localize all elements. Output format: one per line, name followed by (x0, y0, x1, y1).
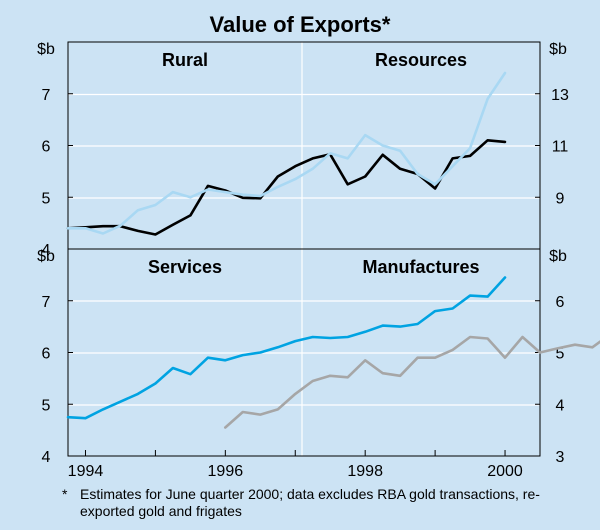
y-tick-label-rural: 7 (42, 87, 51, 104)
y-tick-label-services: 5 (42, 397, 51, 414)
x-tick-label: 1996 (208, 463, 244, 480)
series-line-rural (66, 139, 507, 236)
y-tick-label-services: 6 (42, 346, 51, 363)
series-line-services (66, 276, 507, 420)
y-tick-label-manufactures: 3 (556, 449, 565, 466)
y-tick-label-manufactures: 6 (556, 294, 565, 311)
y-tick-label-manufactures: 5 (556, 346, 565, 363)
y-tick-label-rural: 6 (42, 139, 51, 156)
y-tick-label-resources: 13 (551, 87, 569, 104)
y-tick-label-services: 7 (42, 294, 51, 311)
footnote-marker: * (62, 486, 68, 502)
axis-unit-rural: $b (37, 41, 55, 58)
y-tick-label-manufactures: 4 (556, 397, 565, 414)
x-tick-label: 2000 (487, 463, 523, 480)
footnote-text: Estimates for June quarter 2000; data ex… (80, 486, 540, 519)
series-line-resources (66, 71, 507, 235)
panel-title-rural: Rural (162, 50, 208, 70)
axis-unit-manufactures: $b (549, 248, 567, 265)
axis-unit-services: $b (37, 248, 55, 265)
panel-title-manufactures: Manufactures (362, 257, 479, 277)
x-tick-label: 1994 (68, 463, 104, 480)
axis-unit-resources: $b (549, 41, 567, 58)
chart-title: Value of Exports* (210, 12, 391, 37)
panel-title-resources: Resources (375, 50, 467, 70)
series-line-manufactures (224, 335, 600, 429)
y-tick-label-resources: 9 (556, 190, 565, 207)
x-tick-label: 1998 (347, 463, 383, 480)
y-tick-label-services: 4 (42, 449, 51, 466)
panel-title-services: Services (148, 257, 222, 277)
y-tick-label-rural: 5 (42, 190, 51, 207)
y-tick-label-resources: 11 (552, 139, 569, 156)
y-tick-label-rural: 4 (42, 242, 51, 259)
